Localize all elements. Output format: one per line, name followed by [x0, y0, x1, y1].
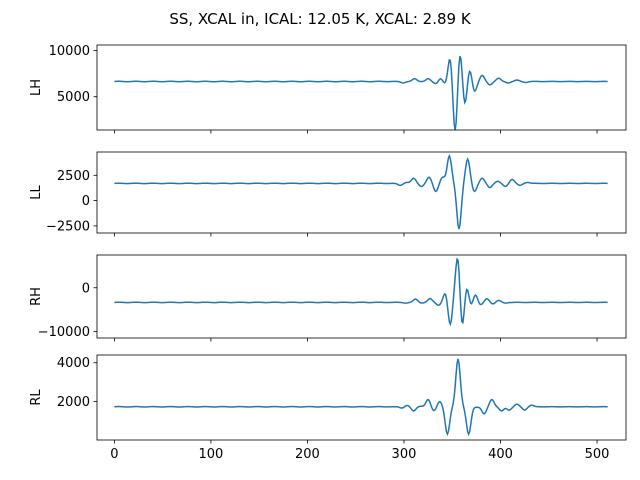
y-tick-label: 2000 — [57, 395, 90, 410]
y-tick-label: 5000 — [57, 90, 90, 105]
series-line-lh — [114, 55, 608, 130]
axes-frame — [96, 44, 627, 131]
y-tick-label: −2500 — [46, 219, 90, 234]
series-line-rh — [114, 257, 608, 327]
y-axis-label: LH — [29, 79, 44, 96]
y-tick-label: 2500 — [57, 169, 90, 184]
y-tick-label: 10000 — [49, 44, 90, 59]
y-axis-label: LL — [29, 185, 44, 200]
subplot-lh: 5000 10000 LH — [29, 44, 627, 134]
x-tick-label: 500 — [585, 447, 610, 462]
y-axis-label: RL — [29, 389, 44, 406]
subplot-rl: 2000 4000 0 100 200 300 400 500 RL — [29, 354, 627, 462]
x-tick-label: 300 — [392, 447, 417, 462]
series-line-rl — [114, 358, 608, 437]
x-tick-label: 100 — [198, 447, 223, 462]
y-tick-label: −10000 — [38, 325, 90, 340]
x-tick-label: 0 — [110, 447, 118, 462]
y-axis-label: RH — [29, 287, 44, 306]
subplot-rh: −10000 0 RH — [29, 254, 627, 342]
subplot-ll: −2500 0 2500 LL — [29, 151, 627, 237]
x-tick-label: 400 — [488, 447, 513, 462]
series-line-ll — [114, 153, 608, 230]
axes-frame — [96, 254, 627, 339]
axes-frame — [96, 354, 627, 441]
subplots: 500010000LH−250002500LL−100000RH20004000… — [29, 44, 627, 462]
figure-title: SS, XCAL in, ICAL: 12.05 K, XCAL: 2.89 K — [169, 10, 472, 28]
x-tick-label: 200 — [295, 447, 320, 462]
axes-frame — [96, 151, 627, 234]
y-tick-label: 0 — [82, 194, 90, 209]
y-tick-label: 0 — [82, 281, 90, 296]
y-tick-label: 4000 — [57, 356, 90, 371]
